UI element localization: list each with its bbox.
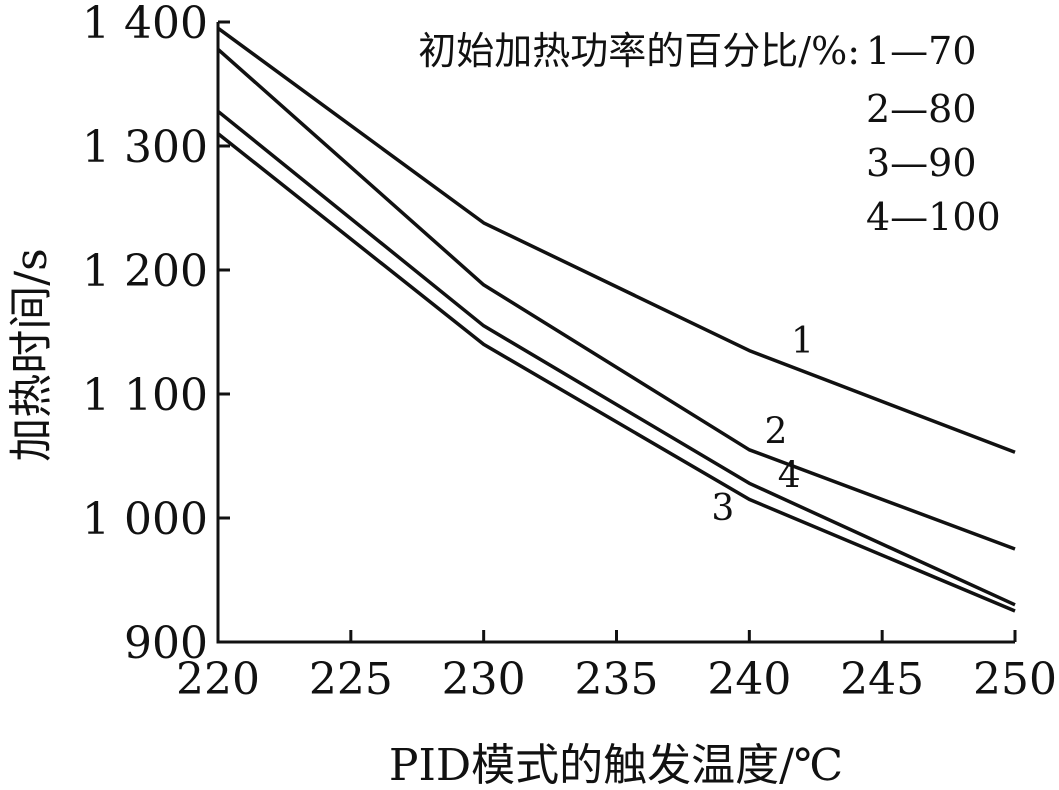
x-tick-label-220: 220 bbox=[176, 654, 260, 705]
series-label-1: 1 bbox=[791, 321, 814, 362]
legend-entry-3: 3—90 bbox=[866, 141, 977, 185]
y-tick-label-900: 900 bbox=[124, 618, 208, 669]
series-line-2 bbox=[216, 47, 1016, 551]
y-tick-label-1400: 1 400 bbox=[82, 0, 208, 49]
legend-entry-2: 2—80 bbox=[866, 87, 977, 131]
x-tick-label-240: 240 bbox=[707, 654, 791, 705]
legend-title: 初始加热功率的百分比/%: bbox=[418, 29, 860, 73]
legend-entry-1: 1—70 bbox=[866, 29, 977, 73]
series-line-1 bbox=[216, 26, 1016, 454]
series-line-3 bbox=[216, 132, 1016, 613]
x-tick-label-245: 245 bbox=[840, 654, 924, 705]
x-tick-label-250: 250 bbox=[973, 654, 1057, 705]
x-tick-label-235: 235 bbox=[575, 654, 659, 705]
series-group bbox=[216, 26, 1016, 613]
x-axis-title: PID模式的触发温度/℃ bbox=[389, 740, 843, 790]
series-label-3: 3 bbox=[711, 488, 734, 529]
series-label-2: 2 bbox=[764, 412, 787, 453]
series-labels: 1 23 4 bbox=[711, 321, 814, 529]
x-tick-label-225: 225 bbox=[309, 654, 393, 705]
y-axis-title: 加热时间/s bbox=[6, 248, 57, 461]
y-tick-label-1300: 1 300 bbox=[82, 122, 208, 173]
series-line-4 bbox=[216, 109, 1016, 607]
y-tick-label-1100: 1 100 bbox=[82, 370, 208, 421]
series-label-4: 4 bbox=[778, 456, 801, 497]
y-ticks: 900 1 000 1 100 1 200 1 300 1 400 bbox=[82, 0, 230, 669]
x-tick-label-230: 230 bbox=[442, 654, 526, 705]
y-tick-label-1200: 1 200 bbox=[82, 246, 208, 297]
legend-entry-4: 4—100 bbox=[866, 195, 1001, 239]
x-ticks: 220 225 230 235 240 245 250 bbox=[176, 630, 1057, 705]
legend: 初始加热功率的百分比/%: 1—70 2—80 3—90 4—100 bbox=[418, 29, 1000, 239]
y-tick-label-1000: 1 000 bbox=[82, 494, 208, 545]
